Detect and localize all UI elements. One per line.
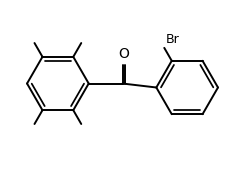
Text: O: O [118, 47, 129, 61]
Text: Br: Br [166, 33, 179, 46]
